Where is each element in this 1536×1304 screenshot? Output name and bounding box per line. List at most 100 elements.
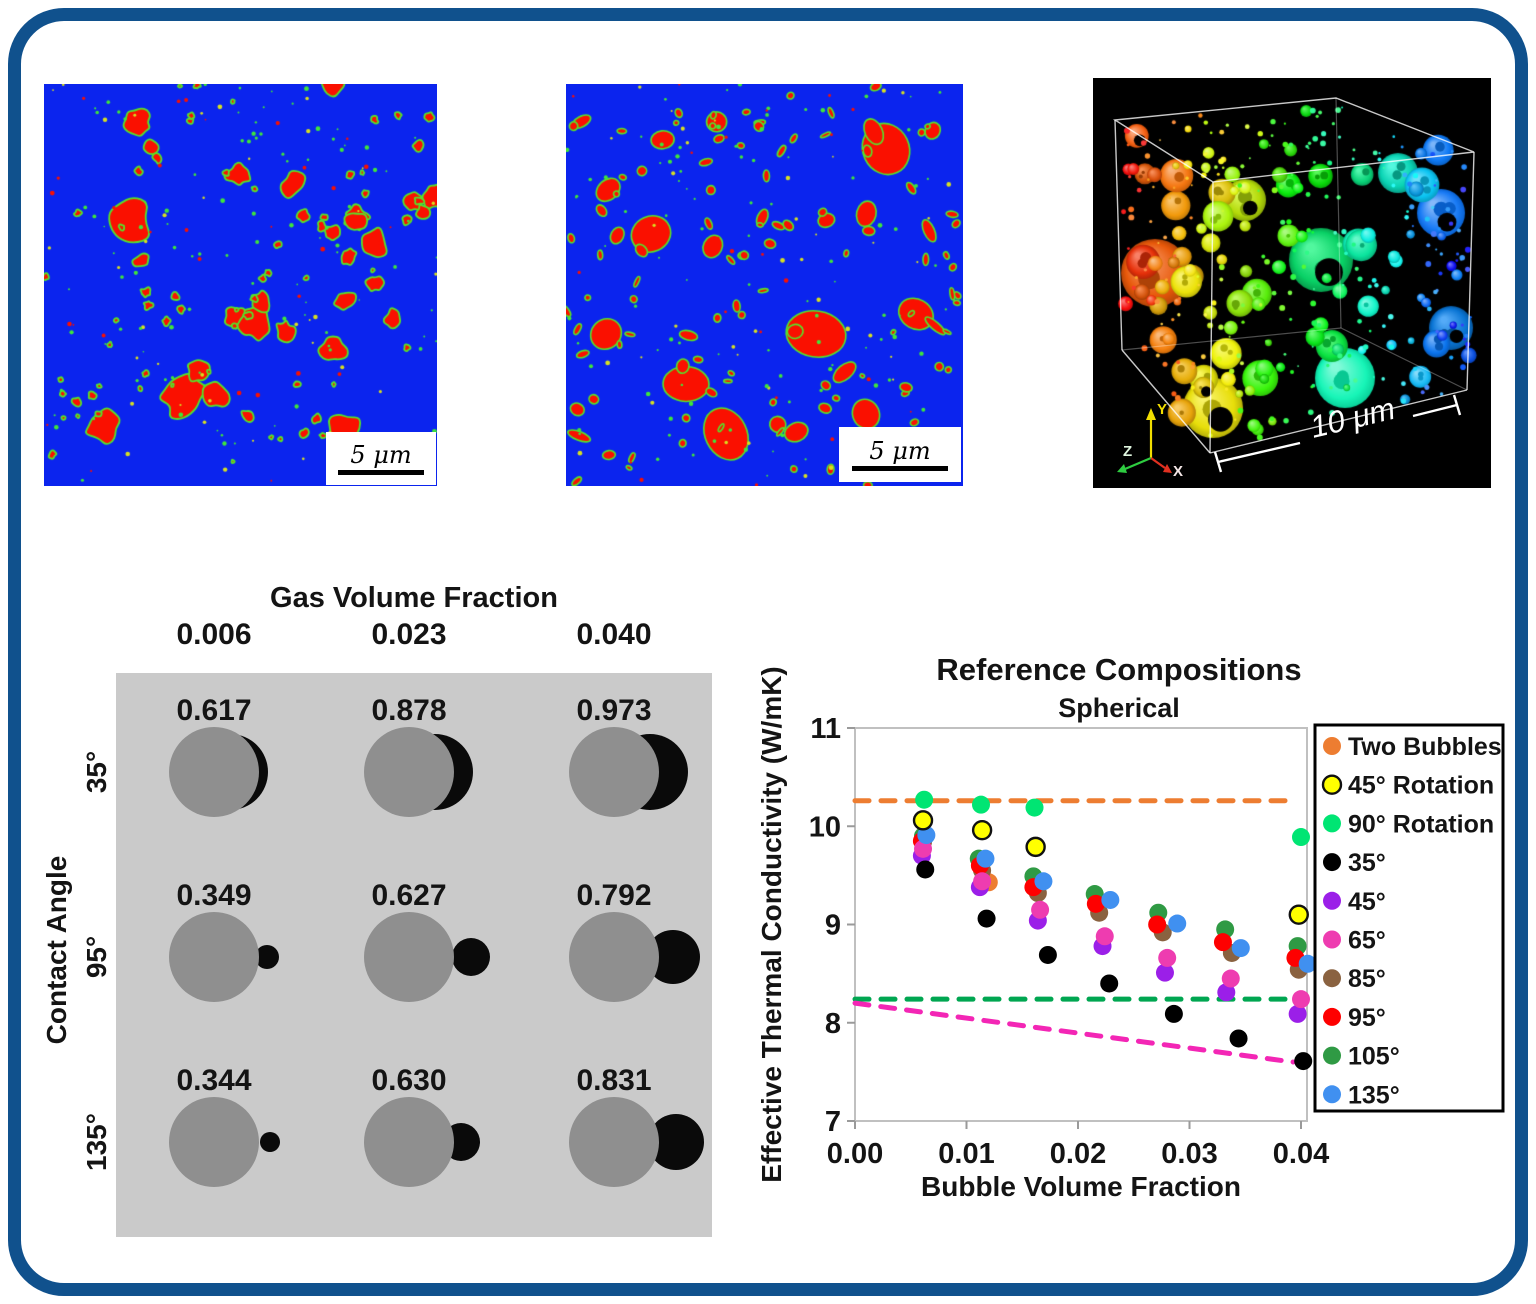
grain-sphere	[364, 727, 454, 817]
chart-title: Reference Compositions	[936, 652, 1301, 687]
scale-bar-b: 5 μm	[839, 427, 961, 482]
legend-label: 45° Rotation	[1348, 772, 1494, 800]
data-point	[973, 872, 992, 891]
gas-bubble	[255, 945, 279, 969]
x-tick-label: 0.04	[1273, 1138, 1329, 1170]
grid-col-header-3: 0.040	[576, 618, 652, 651]
data-point	[1217, 983, 1236, 1002]
legend-marker	[1323, 969, 1341, 988]
scale-bar-b-label: 5 μm	[869, 436, 931, 465]
y-tick-label: 11	[810, 713, 841, 745]
grid-row-label-2: 95°	[81, 935, 112, 979]
data-point	[1288, 1004, 1307, 1023]
panel-segmented-slice-b: 5 μm	[566, 84, 963, 486]
bounding-box-hidden-edges	[1121, 97, 1468, 391]
y-tick-label: 10	[809, 811, 841, 843]
cell-value: 0.973	[576, 694, 652, 727]
data-point	[1158, 948, 1177, 967]
grid-title: Gas Volume Fraction	[270, 582, 558, 614]
x-tick-label: 0.01	[938, 1138, 994, 1170]
grain-sphere	[169, 912, 259, 1002]
x-tick-label: 0.02	[1050, 1138, 1106, 1170]
segmented-slice-b-image	[566, 84, 963, 486]
grain-sphere	[569, 912, 659, 1002]
scale-bar-b-rule	[852, 465, 948, 471]
grain-sphere	[169, 727, 259, 817]
axis-z-label: Z	[1123, 443, 1132, 460]
axis-triad	[1117, 408, 1172, 473]
dashed-line-series-bound	[852, 1000, 1296, 1065]
cell-value: 0.349	[176, 879, 252, 912]
data-point	[971, 819, 993, 841]
cell-value: 0.627	[371, 879, 447, 912]
gas-bubble	[452, 938, 490, 976]
grain-sphere	[364, 912, 454, 1002]
legend-label: 95°	[1348, 1004, 1386, 1032]
scale-bar-a: 5 μm	[326, 432, 436, 485]
data-point	[1213, 933, 1232, 952]
data-point	[977, 909, 996, 928]
panel-reference-compositions-chart: 7 8 9 10 11 0.00 0.01 0.02 0.03 0.04 Reference Com…	[746, 640, 1536, 1260]
data-point	[1100, 974, 1119, 993]
grid-col-header-1: 0.006	[176, 618, 252, 651]
data-point	[1148, 915, 1167, 934]
scale-label-3d: 10 μm	[1307, 391, 1399, 445]
data-point	[1231, 939, 1250, 958]
data-point	[1229, 1029, 1248, 1048]
cell-value: 0.617	[176, 694, 252, 727]
data-point	[1292, 990, 1310, 1009]
data-point	[971, 795, 990, 814]
legend-marker	[1323, 1085, 1341, 1104]
data-point	[917, 826, 936, 845]
data-point	[1095, 927, 1114, 946]
y-tick-label: 8	[825, 1008, 841, 1040]
data-point	[976, 849, 995, 868]
scale-bar-a-label: 5 μm	[350, 440, 412, 469]
legend-marker	[1323, 1007, 1341, 1026]
cell-value: 0.831	[576, 1064, 652, 1097]
scatter-chart: 7 8 9 10 11 0.00 0.01 0.02 0.03 0.04 Reference Com…	[756, 652, 1505, 1202]
legend-label: 135°	[1348, 1081, 1400, 1109]
legend-marker	[1321, 774, 1343, 795]
panel-contact-angle-diagram: Gas Volume Fraction 0.006 0.023 0.040 Co…	[40, 578, 740, 1268]
legend-marker	[1323, 930, 1341, 949]
grain-sphere	[169, 1097, 259, 1187]
legend-marker	[1323, 814, 1341, 833]
legend-marker	[1323, 1046, 1341, 1065]
legend-label: 105°	[1348, 1043, 1400, 1071]
legend-label: 85°	[1348, 965, 1386, 993]
grid-row-label-3: 135°	[81, 1113, 112, 1171]
legend-box	[1313, 723, 1505, 1113]
legend-label: 90° Rotation	[1348, 810, 1494, 838]
legend-label: Two Bubbles	[1348, 733, 1502, 761]
data-point	[1025, 836, 1046, 858]
render-3d-overlay: 10 μm Y Z X	[1112, 97, 1475, 480]
y-axis-label: Effective Thermal Conductivity (W/mK)	[756, 666, 787, 1183]
data-point	[1155, 963, 1174, 982]
data-point	[1168, 914, 1187, 933]
data-point	[915, 790, 934, 809]
y-tick-label: 9	[825, 910, 841, 942]
segmented-slice-a-image	[44, 84, 437, 486]
cell-value: 0.344	[176, 1064, 252, 1097]
data-point	[1101, 890, 1120, 909]
legend-label: 65°	[1348, 927, 1386, 955]
grid-col-header-2: 0.023	[371, 618, 447, 651]
legend-marker	[1323, 891, 1341, 910]
x-axis-label: Bubble Volume Fraction	[921, 1171, 1241, 1202]
data-point	[914, 839, 933, 858]
grain-sphere	[569, 1097, 659, 1187]
panel-segmented-slice-a: 5 μm	[44, 84, 437, 486]
grid-row-axis-label: Contact Angle	[41, 855, 72, 1045]
data-point	[1034, 872, 1053, 891]
grid-row-label-1: 35°	[81, 750, 112, 794]
x-tick-label: 0.00	[827, 1138, 883, 1170]
legend-marker	[1323, 737, 1341, 755]
data-point	[1086, 894, 1105, 913]
data-point	[1298, 954, 1317, 973]
legend-label: 35°	[1348, 849, 1386, 877]
data-point	[1164, 1004, 1183, 1023]
cell-value: 0.878	[371, 694, 447, 727]
gas-bubble	[260, 1132, 280, 1152]
data-point	[1288, 904, 1309, 925]
